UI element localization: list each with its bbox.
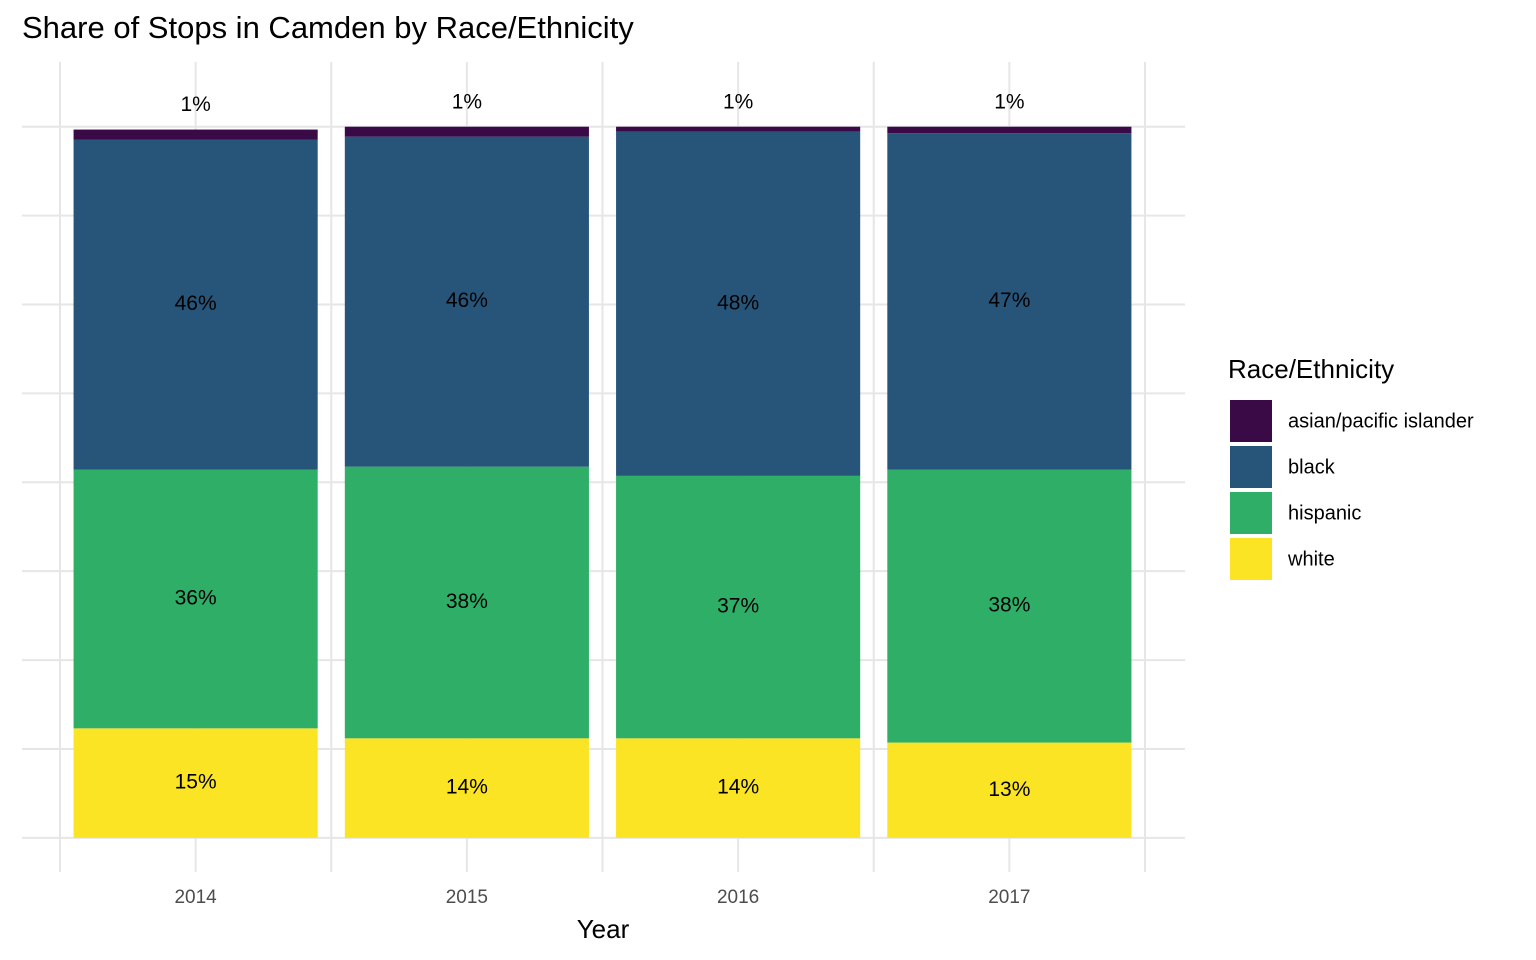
data-label: 1% bbox=[994, 90, 1024, 113]
data-label: 36% bbox=[175, 586, 217, 609]
bar-segment bbox=[73, 129, 318, 140]
legend-swatch bbox=[1230, 492, 1272, 534]
data-label: 1% bbox=[723, 90, 753, 113]
data-label: 37% bbox=[717, 595, 759, 618]
x-tick-label: 2015 bbox=[446, 887, 488, 908]
data-label: 38% bbox=[988, 594, 1030, 617]
bar-segment bbox=[887, 126, 1132, 134]
bar-segment bbox=[344, 136, 589, 467]
bar-segment bbox=[344, 466, 589, 739]
x-tick-label: 2016 bbox=[717, 887, 759, 908]
data-label: 38% bbox=[446, 590, 488, 613]
data-label: 1% bbox=[452, 90, 482, 113]
data-label: 48% bbox=[717, 291, 759, 314]
bar-segment bbox=[73, 469, 318, 729]
data-label: 1% bbox=[180, 93, 210, 116]
bar-segment bbox=[887, 742, 1132, 838]
bar-segment bbox=[887, 133, 1132, 470]
bar-segment bbox=[616, 126, 861, 132]
legend-label: asian/pacific islander bbox=[1288, 410, 1474, 432]
data-label: 47% bbox=[988, 289, 1030, 312]
data-label: 14% bbox=[446, 776, 488, 799]
legend-swatch bbox=[1230, 400, 1272, 442]
x-axis-label: Year bbox=[577, 914, 630, 944]
legend-swatch bbox=[1230, 446, 1272, 488]
x-tick-label: 2014 bbox=[174, 887, 217, 908]
bar-segment bbox=[73, 139, 318, 470]
data-label: 14% bbox=[717, 776, 759, 799]
data-label: 46% bbox=[446, 289, 488, 312]
bar-segment bbox=[73, 728, 318, 838]
x-tick-label: 2017 bbox=[988, 887, 1030, 908]
bar-segment bbox=[887, 469, 1132, 743]
bar-segment bbox=[616, 738, 861, 838]
bar-segment bbox=[616, 475, 861, 739]
legend-title: Race/Ethnicity bbox=[1228, 354, 1394, 384]
chart-title: Share of Stops in Camden by Race/Ethnici… bbox=[22, 10, 634, 45]
bar-segment bbox=[616, 131, 861, 476]
bar-segment bbox=[344, 126, 589, 137]
bar-segment bbox=[344, 738, 589, 838]
legend-label: black bbox=[1288, 456, 1336, 478]
data-label: 15% bbox=[175, 771, 217, 794]
legend-label: white bbox=[1287, 548, 1335, 570]
data-label: 46% bbox=[175, 292, 217, 315]
legend-swatch bbox=[1230, 538, 1272, 580]
data-label: 13% bbox=[988, 778, 1030, 801]
legend-label: hispanic bbox=[1288, 502, 1361, 524]
